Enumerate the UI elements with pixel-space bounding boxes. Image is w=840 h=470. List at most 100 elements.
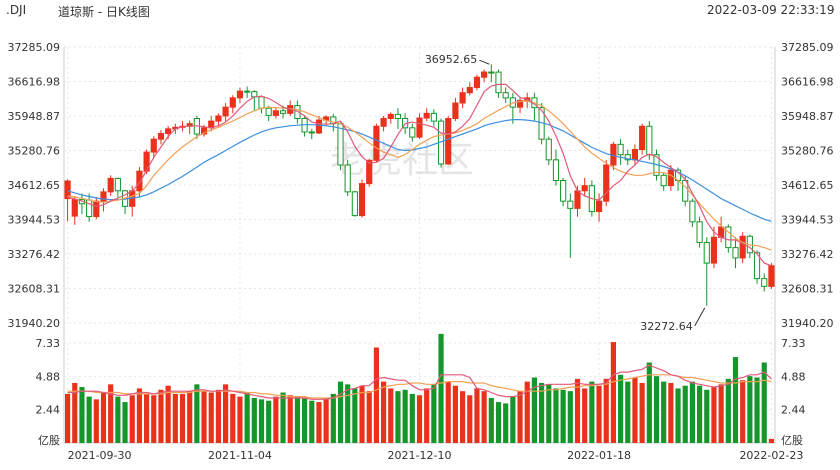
volume-bar [244,392,250,443]
date-tick-label: 2021-09-30 [68,449,132,462]
candle-body [265,107,272,116]
volume-bar [589,381,595,443]
chart-header: .DJI 道琼斯 - 日K线图 2022-03-09 22:33:19 [0,0,840,20]
ma-layer [67,83,772,267]
volume-bar [201,391,207,443]
volume-bar [359,385,365,443]
candle-body [574,190,581,209]
candle-body [107,177,114,193]
date-tick-label: 2022-02-23 [739,449,803,462]
price-tick-label-left: 32608.31 [8,283,61,296]
volume-bar [165,385,171,443]
price-tick-label-right: 33276.42 [781,248,834,261]
candle-body [272,110,279,116]
volume-tick-label-left: 4.88 [36,370,61,383]
candle-body [157,132,165,140]
volume-bar [136,388,142,443]
candle-body [200,127,208,135]
volume-bar [531,377,537,443]
price-tick-label-left: 36616.98 [8,75,61,88]
volume-bar [438,333,444,443]
candle-body [689,200,696,223]
volume-bar [302,397,308,443]
candle-body [344,164,351,193]
candle-body [488,71,495,74]
volume-bar [402,389,408,443]
volume-bar [388,388,394,443]
candle-body [387,113,394,120]
candle-body [294,105,301,120]
candle-body [753,252,761,280]
volume-bar [625,381,631,443]
candle-body [308,131,315,134]
price-tick-label-right: 35948.87 [781,110,834,123]
volume-bar [215,389,221,443]
volume-bar [481,391,487,443]
candle-body [136,170,143,192]
volume-bar [309,400,315,443]
volume-bar [610,342,616,443]
volume-tick-label-left: 2.44 [36,404,61,417]
candle-body [452,102,459,120]
candle-body [100,191,107,202]
candle-body [64,180,71,200]
volume-bar [208,392,214,443]
volume-bar [294,396,300,443]
volume-ma5-line [67,364,772,400]
volume-bar [72,382,78,443]
volume-bar [316,402,322,443]
volume-bar [675,388,681,443]
volume-bar [280,392,286,443]
candle-body [768,265,775,287]
volume-bar [596,385,602,443]
volume-bar [747,376,753,443]
candle-body [445,118,452,165]
candle-body [761,278,768,287]
volume-unit-left: 亿股 [38,434,60,447]
volume-bar [618,374,624,443]
ma20-line [67,118,772,222]
high-annotation-leader [479,59,490,65]
volume-bar [172,393,178,443]
volume-bar [151,395,157,443]
candle-body [251,91,258,98]
candle-body [416,117,423,138]
candle-body [366,159,373,185]
volume-bar [445,381,451,443]
candle-body [143,151,150,172]
candle-body [495,71,502,94]
volume-unit-right: 亿股 [781,434,803,447]
volume-bar [646,362,652,443]
volume-bar [258,399,265,443]
candle-body [258,96,265,109]
volume-bar [740,380,746,443]
candle-body [481,71,488,78]
volume-bar [345,384,351,443]
candle-body [560,179,567,202]
candle-body [703,241,710,264]
volume-ma10-line [67,374,772,399]
volume-bar [704,389,710,443]
volume-bar [323,397,329,443]
candle-body [430,112,437,122]
volume-bar [574,378,581,443]
volume-bar [639,382,645,443]
volume-bar [352,388,358,443]
candle-body [660,174,667,187]
candle-body [710,236,718,264]
candle-body [617,143,624,156]
candle-body [459,92,466,104]
candle-body [380,118,387,127]
candle-body [545,138,552,161]
volume-bar [287,395,293,443]
candle-body [222,106,229,117]
volume-bar [194,384,200,443]
volume-bar [108,384,114,443]
volume-bar [653,376,660,443]
date-tick-label: 2021-11-04 [208,449,272,462]
volume-bar [431,384,437,443]
candle-body [315,119,323,134]
candle-body [552,159,560,181]
candle-body [732,247,739,259]
